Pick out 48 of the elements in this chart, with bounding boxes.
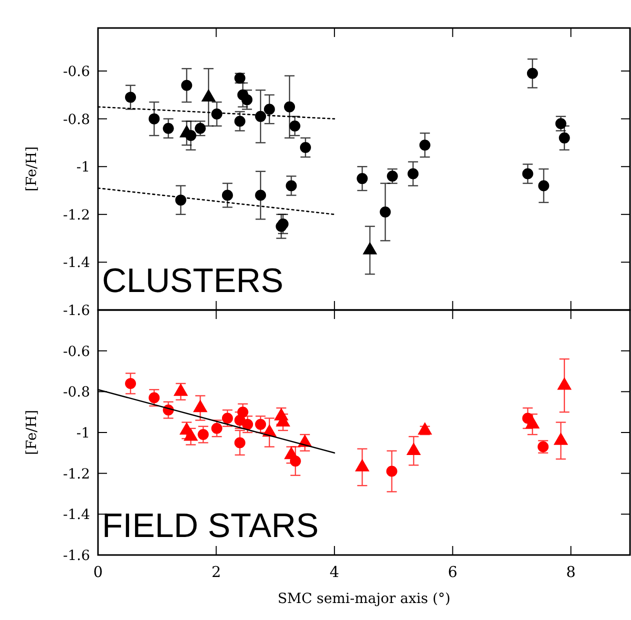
point	[222, 190, 233, 201]
point	[255, 190, 266, 201]
x-tick-label: 4	[330, 563, 340, 581]
annotation: FIELD STARS	[102, 507, 319, 545]
annotation: CLUSTERS	[102, 262, 284, 300]
y-tick-label: -1	[76, 426, 90, 442]
x-tick-label: 2	[211, 563, 221, 581]
y-tick-label: -1.2	[63, 207, 90, 224]
point	[181, 80, 192, 91]
point	[558, 132, 570, 144]
point	[211, 108, 222, 120]
point	[289, 120, 300, 132]
y-axis-title: [Fe/H]	[24, 410, 40, 456]
y-tick-label: -1.6	[63, 303, 90, 319]
point	[538, 180, 550, 192]
x-tick-label: 8	[566, 563, 576, 581]
point	[162, 122, 174, 134]
point	[419, 140, 430, 151]
y-tick-label: -1.4	[63, 507, 90, 524]
y-tick-label: -0.8	[63, 112, 90, 128]
point	[284, 101, 296, 112]
point	[264, 104, 275, 115]
y-tick-label: -0.8	[63, 384, 90, 401]
y-tick-label: -1.2	[63, 466, 90, 482]
point	[175, 194, 186, 206]
point	[125, 92, 136, 103]
point	[234, 116, 246, 127]
y-tick-label: -1.6	[63, 548, 90, 564]
point	[148, 113, 160, 124]
x-axis-title: SMC semi-major axis (°)	[278, 591, 450, 607]
x-tick-label: 6	[448, 563, 458, 581]
y-tick-label: -0.6	[63, 64, 90, 80]
y-tick-label: -0.6	[63, 344, 90, 360]
point	[380, 206, 391, 218]
point	[408, 168, 419, 180]
point	[300, 142, 311, 153]
point	[278, 218, 289, 230]
y-axis-title: [Fe/H]	[24, 146, 40, 192]
point	[286, 180, 297, 192]
point	[356, 173, 368, 184]
x-tick-label: 0	[93, 563, 103, 581]
point	[241, 94, 252, 106]
y-tick-label: -1	[76, 160, 90, 176]
point	[526, 68, 538, 79]
point	[555, 118, 566, 130]
y-tick-label: -1.4	[63, 255, 90, 272]
point	[255, 110, 266, 122]
point	[522, 168, 534, 180]
